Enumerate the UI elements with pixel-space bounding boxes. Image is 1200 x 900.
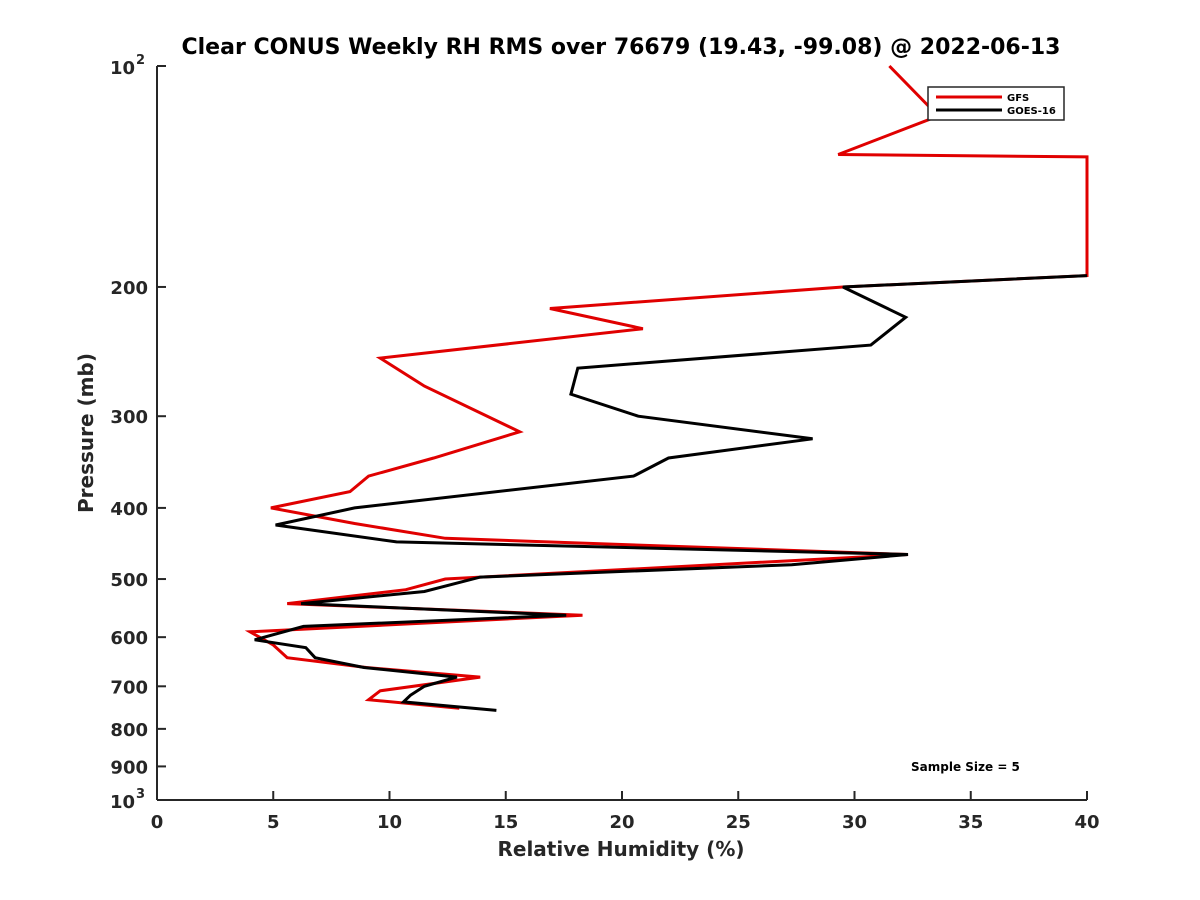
sample-size-annotation: Sample Size = 5 [911,760,1020,774]
y-tick-label: 200 [110,278,148,299]
x-tick-label: 25 [726,812,751,833]
y-tick-label-exponent: 3 [136,787,145,802]
y-axis-label: Pressure (mb) [74,353,98,513]
x-tick-label: 0 [151,812,164,833]
legend-label-gfs: GFS [1007,93,1029,104]
x-tick-label: 35 [958,812,983,833]
x-tick-label: 10 [377,812,402,833]
y-tick-label: 400 [110,499,148,520]
series-line-goes16 [254,274,1088,712]
y-tick-label-exponent: 2 [136,53,145,68]
y-tick-label-base: 10 [110,792,135,813]
x-axis-ticks: 0 5 10 15 20 25 30 35 40 [151,791,1100,833]
x-tick-label: 40 [1074,812,1099,833]
legend: GFS GOES-16 [927,86,1065,121]
y-tick-label: 800 [110,720,148,741]
y-tick-label: 900 [110,757,148,778]
y-tick-label: 600 [110,628,148,649]
x-tick-label: 30 [842,812,867,833]
chart-title: Clear CONUS Weekly RH RMS over 76679 (19… [182,35,1061,60]
y-tick-label: 700 [110,677,148,698]
y-tick-label: 300 [110,407,148,428]
y-tick-label: 500 [110,570,148,591]
plot-area [244,64,1089,712]
x-tick-label: 15 [493,812,518,833]
legend-box [927,86,1065,121]
x-tick-label: 5 [267,812,280,833]
legend-label-goes16: GOES-16 [1007,106,1056,117]
y-tick-label-base: 10 [110,58,135,79]
x-tick-label: 20 [609,812,634,833]
series-line-gfs [244,64,1089,710]
x-axis-label: Relative Humidity (%) [497,837,744,861]
